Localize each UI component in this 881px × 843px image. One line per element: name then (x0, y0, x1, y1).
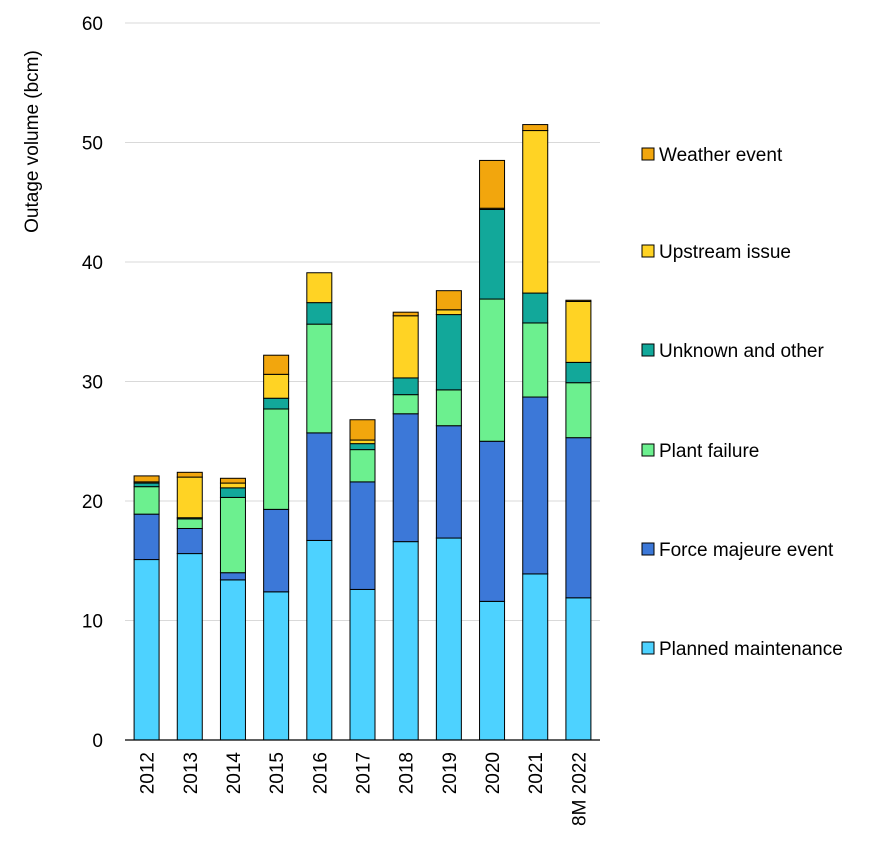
bar-segment (392, 377, 419, 396)
legend-label: Force majeure event (659, 540, 834, 561)
bar-segment (565, 437, 592, 599)
bar-segment (306, 539, 333, 741)
x-tick-label: 2014 (224, 752, 245, 795)
bar-segment (263, 354, 290, 375)
bar-segment (133, 486, 160, 515)
y-tick-labels: 0 10 20 30 40 50 60 (82, 14, 103, 752)
y-tick-label: 20 (82, 492, 103, 513)
bar-segment (263, 508, 290, 593)
bar-segment (522, 396, 549, 575)
bar-segment (522, 292, 549, 324)
bar-segment (263, 591, 290, 741)
bar-segment (263, 373, 290, 399)
bar-segment (349, 443, 376, 451)
bar-segment (176, 518, 203, 529)
bar-segment (219, 487, 246, 498)
legend-swatch (641, 641, 655, 655)
bar-segment (435, 309, 462, 316)
legend-swatch (641, 147, 655, 161)
bar-segment (479, 600, 506, 741)
y-tick-label: 10 (82, 612, 103, 633)
legend-label: Planned maintenance (659, 639, 843, 660)
y-tick-label: 40 (82, 253, 103, 274)
bar-segment (219, 482, 246, 489)
bar-segment (133, 513, 160, 561)
bar-segment (392, 311, 419, 317)
y-tick-label: 30 (82, 373, 103, 394)
x-tick-label: 2021 (526, 752, 547, 794)
bar-segment (133, 482, 160, 488)
bar-segment (522, 130, 549, 294)
y-tick-label: 60 (82, 14, 103, 35)
bar-segment (349, 449, 376, 483)
bars (133, 124, 592, 741)
bar-segment (176, 527, 203, 555)
bar-segment (176, 471, 203, 478)
legend-label: Upstream issue (659, 242, 791, 263)
bar-segment (565, 300, 592, 363)
bar-segment (435, 290, 462, 311)
x-tick-label: 2017 (354, 752, 375, 794)
bar-segment (306, 323, 333, 434)
legend-swatch (641, 244, 655, 258)
bar-segment (565, 299, 592, 302)
x-tick-label: 2019 (440, 752, 461, 794)
bar-segment (349, 439, 376, 445)
legend-label: Unknown and other (659, 341, 824, 362)
bar-segment (479, 298, 506, 442)
bar-segment (349, 481, 376, 590)
bar-segment (435, 425, 462, 539)
bar-segment (522, 573, 549, 741)
x-tick-label: 2015 (267, 752, 288, 794)
bar-segment (219, 579, 246, 741)
x-tick-label: 8M 2022 (569, 752, 590, 826)
bar-segment (219, 496, 246, 574)
bar-segment (263, 397, 290, 410)
bar-segment (479, 440, 506, 602)
legend-label: Weather event (659, 145, 783, 166)
bar-segment (219, 572, 246, 581)
y-axis-title: Outage volume (bcm) (22, 50, 43, 233)
x-tick-labels: 2012 2013 2014 2015 2016 2017 2018 2019 2020 2021… (138, 752, 591, 826)
bar-segment (479, 208, 506, 300)
bar-segment (565, 361, 592, 384)
bar-segment (306, 272, 333, 304)
x-tick-label: 2018 (397, 752, 418, 794)
x-tick-label: 2013 (181, 752, 202, 794)
bar-segment (306, 302, 333, 325)
bar-segment (176, 553, 203, 741)
bar-segment (435, 314, 462, 391)
bar-segment (306, 432, 333, 541)
y-tick-label: 0 (92, 731, 103, 752)
legend-label: Plant failure (659, 441, 759, 462)
legend-swatch (641, 542, 655, 556)
bar-segment (392, 315, 419, 379)
legend-swatch (641, 343, 655, 357)
legend-swatch (641, 443, 655, 457)
bar-segment (349, 419, 376, 441)
bar-segment (392, 394, 419, 415)
bar-segment (435, 537, 462, 741)
bar-segment (133, 559, 160, 741)
bar-segment (392, 541, 419, 741)
bar-segment (565, 382, 592, 439)
legend: Weather event Upstream issue Unknown and o… (641, 145, 843, 660)
bar-segment (522, 124, 549, 132)
bar-segment (435, 389, 462, 427)
bar-segment (133, 475, 160, 483)
bar-segment (219, 477, 246, 484)
bar-segment (392, 413, 419, 543)
bar-segment (479, 159, 506, 209)
x-tick-label: 2020 (483, 752, 504, 794)
bar-segment (176, 476, 203, 519)
gridlines (125, 22, 600, 621)
bar-segment (263, 408, 290, 510)
bar-segment (349, 588, 376, 741)
y-tick-label: 50 (82, 134, 103, 155)
x-tick-label: 2012 (138, 752, 159, 794)
bar-segment (522, 322, 549, 398)
bar-segment (565, 597, 592, 741)
x-tick-label: 2016 (310, 752, 331, 794)
